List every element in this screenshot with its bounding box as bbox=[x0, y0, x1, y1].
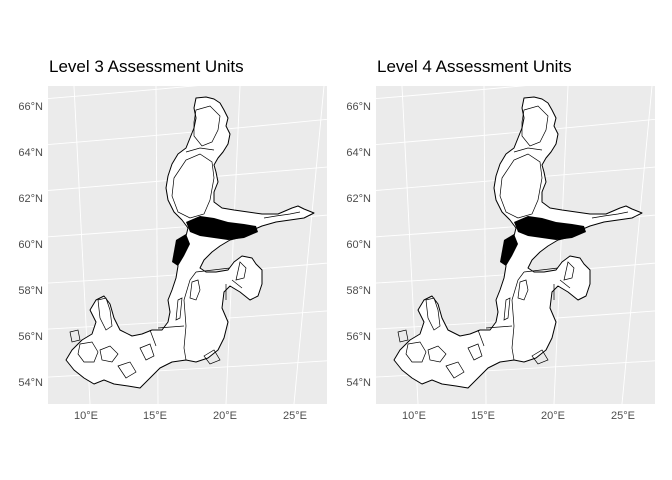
map-panel-level4: Level 4 Assessment Units 54°N 56°N 58°N … bbox=[346, 57, 655, 422]
lon-label: 20°E bbox=[541, 410, 565, 422]
lon-label: 20°E bbox=[213, 410, 237, 422]
lon-label: 10°E bbox=[74, 410, 98, 422]
latitude-labels: 54°N 56°N 58°N 60°N 62°N 64°N 66°N bbox=[346, 101, 371, 389]
lat-label: 58°N bbox=[18, 285, 43, 297]
map-title: Level 3 Assessment Units bbox=[49, 57, 244, 76]
lon-label: 15°E bbox=[471, 410, 495, 422]
lon-label: 25°E bbox=[611, 410, 635, 422]
lat-label: 62°N bbox=[346, 193, 371, 205]
lat-label: 58°N bbox=[346, 285, 371, 297]
longitude-labels: 10°E 15°E 20°E 25°E bbox=[402, 410, 635, 422]
longitude-labels: 10°E 15°E 20°E 25°E bbox=[74, 410, 307, 422]
lon-label: 15°E bbox=[143, 410, 167, 422]
lon-label: 25°E bbox=[283, 410, 307, 422]
lat-label: 62°N bbox=[18, 193, 43, 205]
lon-label: 10°E bbox=[402, 410, 426, 422]
lat-label: 56°N bbox=[346, 331, 371, 343]
lat-label: 56°N bbox=[18, 331, 43, 343]
lat-label: 60°N bbox=[346, 239, 371, 251]
latitude-labels: 54°N 56°N 58°N 60°N 62°N 64°N 66°N bbox=[18, 101, 43, 389]
lat-label: 60°N bbox=[18, 239, 43, 251]
lat-label: 54°N bbox=[346, 377, 371, 389]
lat-label: 64°N bbox=[18, 147, 43, 159]
lat-label: 66°N bbox=[346, 101, 371, 113]
lat-label: 54°N bbox=[18, 377, 43, 389]
lat-label: 66°N bbox=[18, 101, 43, 113]
map-title: Level 4 Assessment Units bbox=[377, 57, 572, 76]
map-panel-level3: Level 3 Assessment Units 54°N 56°N 58°N … bbox=[18, 57, 327, 422]
lat-label: 64°N bbox=[346, 147, 371, 159]
